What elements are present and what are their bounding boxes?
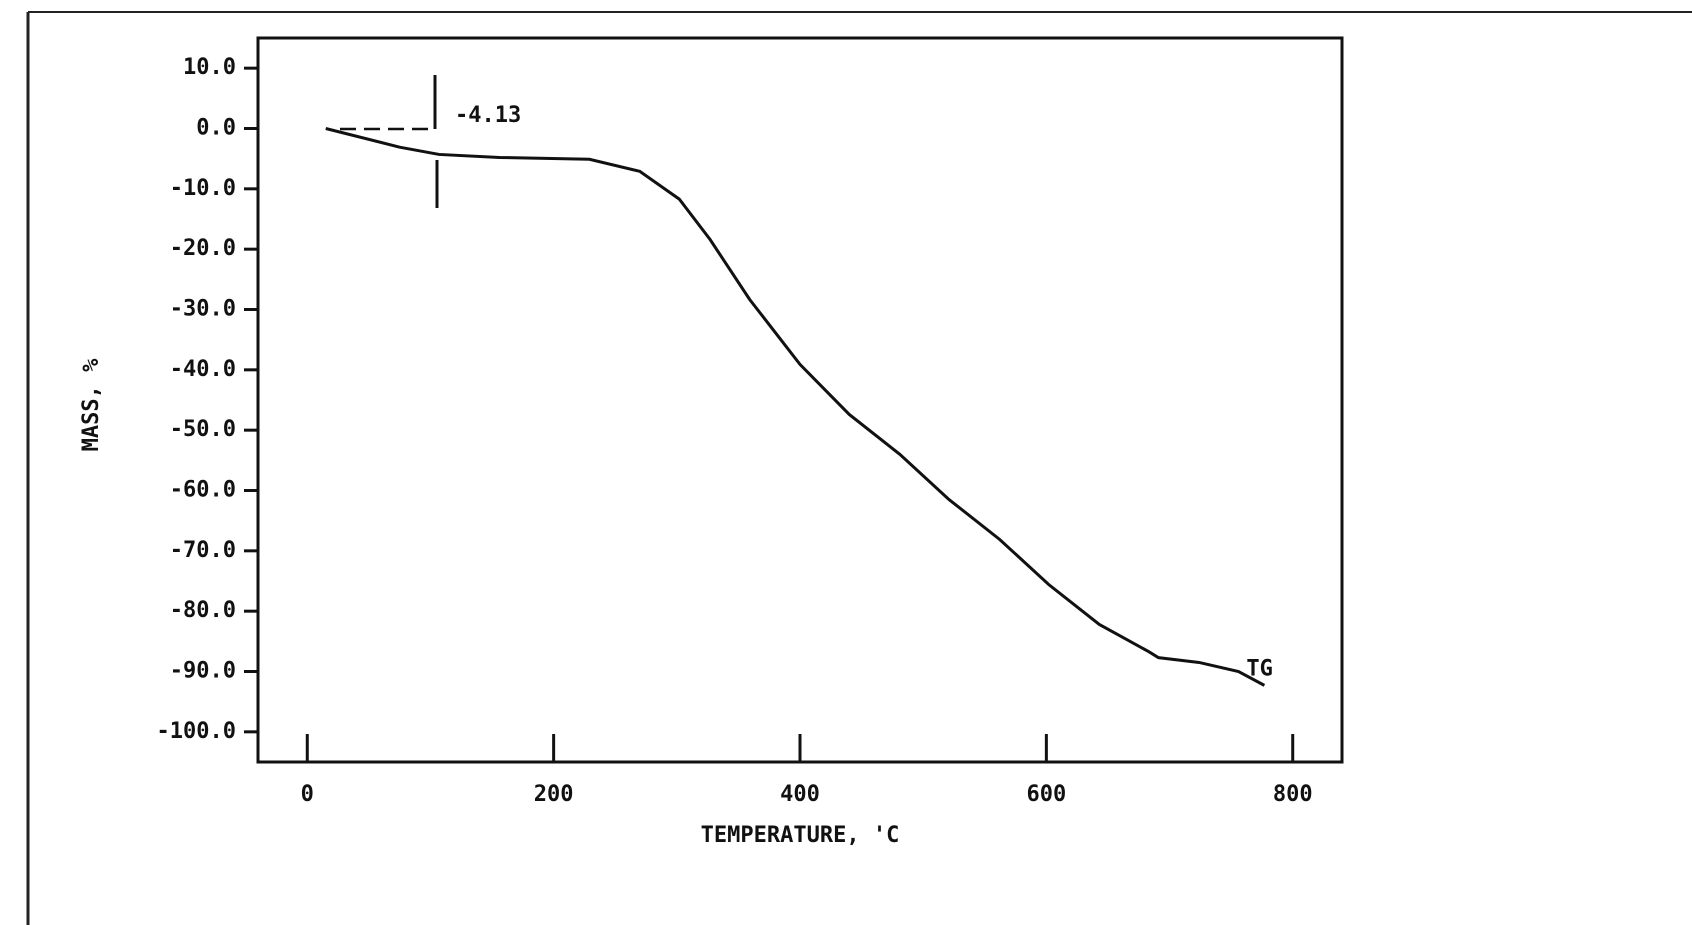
y-tick-label: 10.0 xyxy=(183,55,236,80)
x-tick-label: 600 xyxy=(1026,782,1066,807)
y-tick-label: -10.0 xyxy=(170,176,236,201)
y-tick-label: 0.0 xyxy=(196,116,236,141)
y-tick-label: -100.0 xyxy=(157,719,236,744)
y-tick-label: -60.0 xyxy=(170,478,236,503)
x-tick-label: 200 xyxy=(534,782,574,807)
y-tick-label: -70.0 xyxy=(170,538,236,563)
plot-frame xyxy=(256,36,1344,764)
series-label: TG xyxy=(1246,656,1273,681)
x-tick-label: 400 xyxy=(780,782,820,807)
y-tick-label: -30.0 xyxy=(170,297,236,322)
y-tick-label: -90.0 xyxy=(170,659,236,684)
annotation: -4.13 xyxy=(455,103,521,128)
x-tick-label: 0 xyxy=(301,782,314,807)
x-axis-label: TEMPERATURE, 'C xyxy=(701,823,900,848)
y-axis-label: MASS, % xyxy=(79,358,104,451)
y-tick-label: -20.0 xyxy=(170,236,236,261)
y-tick-label: -50.0 xyxy=(170,417,236,442)
y-tick-label: -40.0 xyxy=(170,357,236,382)
y-tick-label: -80.0 xyxy=(170,598,236,623)
data-line xyxy=(325,127,1266,687)
x-tick-label: 800 xyxy=(1273,782,1313,807)
